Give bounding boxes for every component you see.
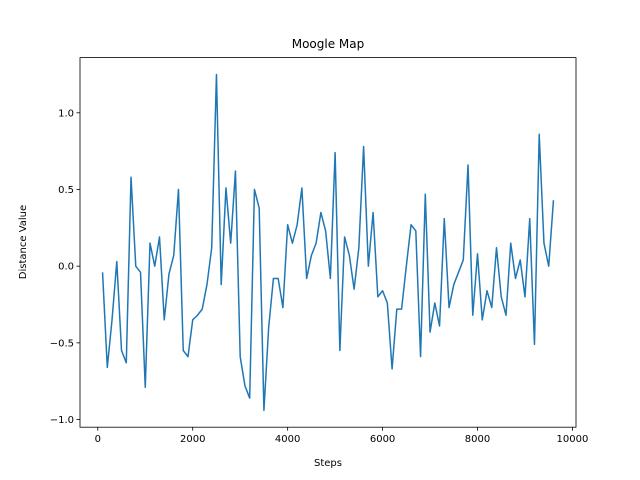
y-tick-label: −0.5 <box>50 338 74 349</box>
x-axis-label: Steps <box>314 458 342 469</box>
y-tick-label: 1.0 <box>58 108 74 119</box>
chart-title: Moogle Map <box>292 37 365 51</box>
plot-frame <box>79 57 577 428</box>
data-line <box>101 73 555 412</box>
y-tick-label: 0.0 <box>58 262 74 273</box>
x-tick-label: 2000 <box>180 434 205 445</box>
y-tick-label: 0.5 <box>58 185 74 196</box>
y-tick-label: −1.0 <box>50 415 74 426</box>
x-tick-label: 4000 <box>275 434 300 445</box>
x-tick-label: 10000 <box>557 434 589 445</box>
x-tick-label: 6000 <box>370 434 395 445</box>
y-axis-label: Distance Value <box>18 205 29 279</box>
x-tick-label: 0 <box>95 434 101 445</box>
x-tick-label: 8000 <box>465 434 490 445</box>
